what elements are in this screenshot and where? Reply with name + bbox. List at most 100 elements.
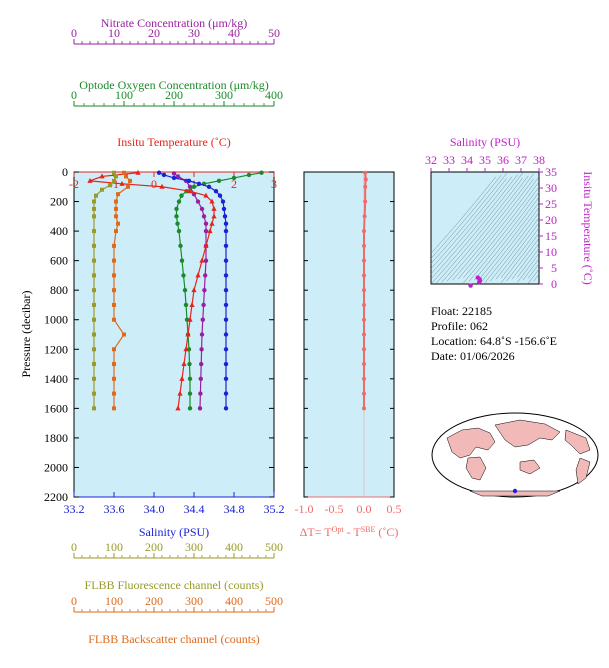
pressure-axis-label: Pressure (decibar) bbox=[19, 291, 33, 378]
pressure-tick-label: 1400 bbox=[44, 372, 68, 386]
flbb-backscatter-point bbox=[116, 192, 120, 197]
salinity-point bbox=[223, 376, 229, 382]
flbb-fluorescence-point bbox=[92, 347, 96, 352]
inset-contour-line bbox=[522, 258, 540, 281]
ts-inset-density-contours bbox=[430, 172, 540, 285]
delta-t-point bbox=[362, 302, 366, 307]
salinity-tick-label: 34.8 bbox=[224, 502, 245, 516]
delta-t-point bbox=[362, 376, 366, 381]
flbb-backscatter-point bbox=[112, 406, 116, 411]
inset-salinity-tick-label: 35 bbox=[479, 153, 491, 167]
inset-contour-line bbox=[517, 248, 540, 278]
oxygen-point bbox=[179, 258, 185, 263]
inset-contour-line bbox=[430, 174, 518, 280]
flbb-fluorescence-point bbox=[112, 170, 116, 175]
inset-contour-line bbox=[528, 268, 540, 284]
fluorescence-tick-label: 200 bbox=[145, 540, 163, 554]
flbb-backscatter-point bbox=[112, 243, 116, 248]
inset-contour-line bbox=[457, 176, 540, 280]
delta-t-series-line bbox=[363, 172, 367, 409]
salinity-tick-label: 35.2 bbox=[264, 502, 285, 516]
inset-contour-line bbox=[506, 238, 540, 282]
pressure-tick-label: 600 bbox=[50, 254, 68, 268]
nitrate-tick-label: 40 bbox=[228, 26, 240, 40]
oxygen-point bbox=[216, 178, 222, 184]
salinity-point bbox=[223, 361, 229, 367]
nitrate-tick-label: 0 bbox=[71, 26, 77, 40]
oxygen-point bbox=[183, 302, 189, 308]
inset-temperature-tick-label: 5 bbox=[551, 261, 557, 275]
inset-contour-line bbox=[430, 172, 523, 285]
flbb-fluorescence-point bbox=[92, 362, 96, 367]
inset-contour-line bbox=[430, 178, 507, 269]
inset-temperature-tick-label: 30 bbox=[545, 181, 557, 195]
salinity-point bbox=[221, 206, 227, 212]
nitrate-tick-label: 10 bbox=[108, 26, 120, 40]
profile-date: Date: 01/06/2026 bbox=[431, 349, 515, 363]
inset-contour-line bbox=[447, 173, 534, 282]
oxygen-point bbox=[178, 243, 183, 249]
pressure-tick-label: 0 bbox=[62, 165, 68, 179]
oxygen-point bbox=[182, 287, 188, 293]
flbb-backscatter-point bbox=[112, 317, 116, 322]
salinity-point bbox=[206, 184, 212, 189]
backscatter-tick-label: 0 bbox=[71, 594, 77, 608]
pressure-tick-label: 1800 bbox=[44, 431, 68, 445]
backscatter-tick-label: 300 bbox=[185, 594, 203, 608]
inset-salinity-tick-label: 33 bbox=[443, 153, 455, 167]
insitu-temperature-point bbox=[179, 375, 185, 381]
flbb-fluorescence-point bbox=[92, 258, 96, 263]
inset-contour-line bbox=[436, 177, 523, 284]
insitu-temperature-point bbox=[203, 192, 209, 198]
inset-contour-line bbox=[528, 263, 540, 279]
map-land-asia bbox=[494, 419, 561, 448]
backscatter-axis-label: FLBB Backscatter channel (counts) bbox=[88, 632, 260, 646]
flbb-backscatter-point bbox=[112, 362, 116, 367]
backscatter-tick-label: 400 bbox=[225, 594, 243, 608]
salinity-point bbox=[223, 258, 229, 263]
oxygen-point bbox=[187, 406, 193, 411]
oxygen-axis-label: Optode Oxygen Concentration (μm/kg) bbox=[79, 78, 268, 92]
salinity-point bbox=[220, 199, 226, 204]
nitrate-point bbox=[199, 206, 205, 212]
insitu-temperature-series-line bbox=[89, 172, 215, 409]
flbb-fluorescence-point bbox=[92, 243, 96, 248]
oxygen-point bbox=[231, 175, 237, 181]
inset-temperature-tick-label: 0 bbox=[551, 277, 557, 291]
delta-t-tick-label: 0.5 bbox=[387, 502, 402, 516]
salinity-point bbox=[161, 172, 167, 178]
inset-contour-line bbox=[484, 212, 540, 283]
insitu-temperature-point bbox=[183, 346, 189, 352]
oxygen-point bbox=[187, 376, 193, 382]
flbb-backscatter-point bbox=[114, 214, 118, 219]
salinity-point bbox=[171, 175, 177, 181]
salinity-point bbox=[156, 170, 162, 175]
insitu-temperature-point bbox=[189, 301, 195, 307]
flbb-backscatter-point bbox=[114, 229, 118, 234]
insitu-temperature-point bbox=[211, 213, 217, 219]
flbb-backscatter-point bbox=[122, 332, 126, 337]
nitrate-axis-label: Nitrate Concentration (μm/kg) bbox=[101, 16, 247, 30]
inset-contour-line bbox=[474, 197, 540, 281]
flbb-fluorescence-point bbox=[92, 229, 96, 234]
inset-temperature-tick-label: 10 bbox=[545, 245, 557, 259]
salinity-point bbox=[223, 273, 229, 278]
insitu-temperature-point bbox=[177, 390, 183, 396]
salinity-point bbox=[217, 193, 223, 198]
salinity-point bbox=[222, 214, 228, 219]
nitrate-point bbox=[203, 258, 209, 263]
nitrate-point bbox=[198, 391, 203, 396]
inset-ts-point bbox=[468, 283, 473, 288]
salinity-point bbox=[223, 332, 229, 337]
map-land-south-america bbox=[575, 457, 591, 485]
delta-t-point bbox=[362, 332, 366, 337]
delta-t-point bbox=[363, 177, 368, 182]
insitu-temperature-point bbox=[195, 272, 201, 278]
delta-t-point bbox=[362, 229, 366, 234]
map-land-africa bbox=[465, 456, 487, 481]
insitu-temperature-point bbox=[99, 173, 105, 179]
flbb-fluorescence-point bbox=[92, 199, 96, 204]
salinity-point bbox=[223, 406, 229, 411]
pressure-tick-label: 1200 bbox=[44, 342, 68, 356]
